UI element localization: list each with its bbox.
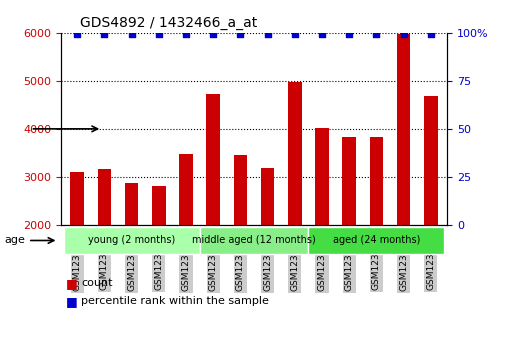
Point [128, 31, 136, 37]
Bar [342, 136, 356, 225]
Point [236, 31, 244, 37]
Point [73, 31, 81, 37]
Bar [369, 136, 383, 225]
Point [155, 31, 163, 37]
Bar [152, 185, 166, 225]
Text: aged (24 months): aged (24 months) [333, 236, 420, 245]
Point [101, 31, 109, 37]
Text: age: age [5, 236, 26, 245]
Bar [98, 169, 111, 225]
Bar [71, 172, 84, 225]
Point [427, 31, 435, 37]
Point [399, 31, 407, 37]
Point [345, 31, 353, 37]
Point [182, 31, 190, 37]
Point [372, 31, 380, 37]
Bar [179, 154, 193, 225]
Bar [261, 168, 274, 225]
Bar [397, 34, 410, 225]
Bar [125, 183, 139, 225]
Text: ■: ■ [66, 277, 78, 290]
Text: count: count [81, 278, 113, 288]
Point [318, 31, 326, 37]
Text: ■: ■ [66, 295, 78, 308]
Text: GDS4892 / 1432466_a_at: GDS4892 / 1432466_a_at [80, 16, 258, 30]
Bar [315, 128, 329, 225]
Text: middle aged (12 months): middle aged (12 months) [192, 236, 316, 245]
Point [291, 31, 299, 37]
Text: young (2 months): young (2 months) [88, 236, 175, 245]
Bar [206, 94, 220, 225]
Point [264, 31, 272, 37]
Text: percentile rank within the sample: percentile rank within the sample [81, 296, 269, 306]
Bar [234, 155, 247, 225]
Bar [288, 82, 302, 225]
Point [209, 31, 217, 37]
Bar [424, 96, 437, 225]
